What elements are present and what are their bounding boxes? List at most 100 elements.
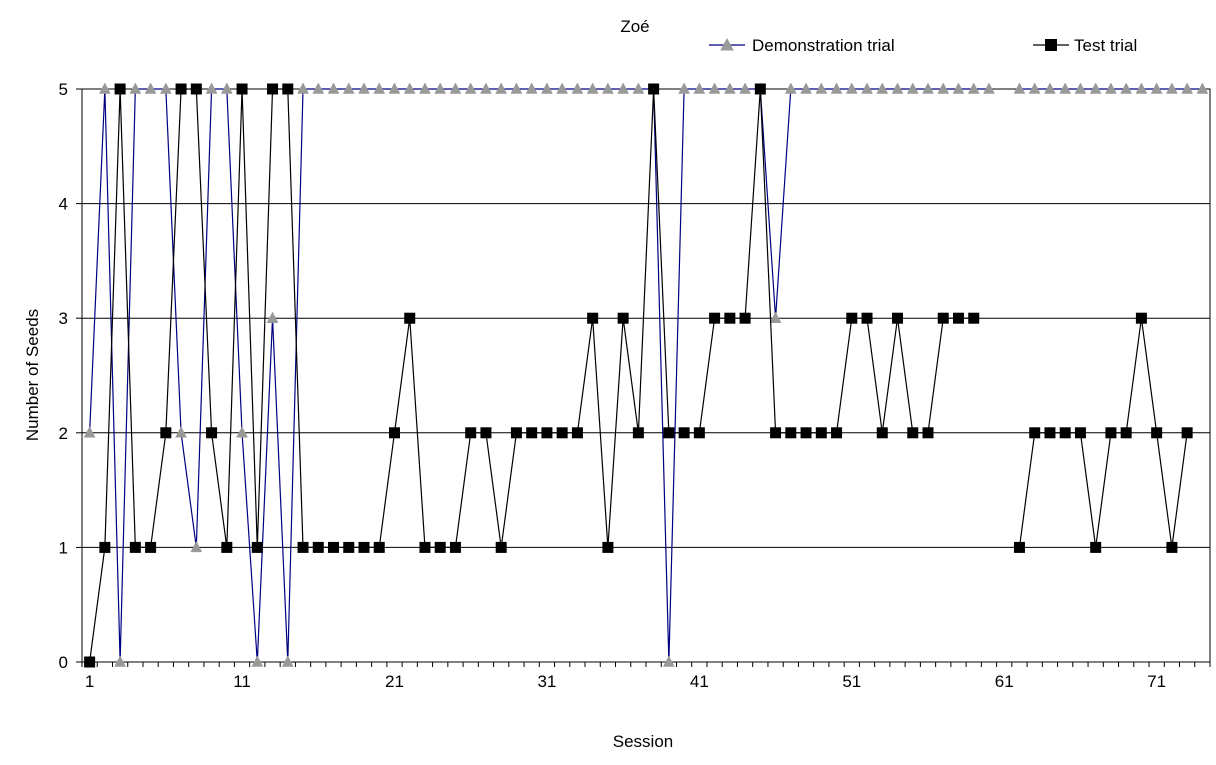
data-point-triangle: [739, 82, 751, 94]
data-point-triangle: [1013, 82, 1026, 94]
data-point-square: [602, 541, 614, 553]
data-point-square: [617, 312, 629, 324]
data-point-square: [693, 427, 705, 439]
data-point-triangle: [297, 82, 309, 94]
data-point-square: [1029, 427, 1041, 439]
data-point-square: [251, 541, 263, 553]
data-point-square: [312, 541, 324, 553]
data-point-square: [480, 427, 492, 439]
y-tick-label: 4: [59, 195, 68, 214]
data-point-triangle: [662, 655, 675, 667]
data-point-square: [388, 427, 400, 439]
y-tick-label: 5: [59, 80, 68, 99]
data-point-triangle: [952, 82, 965, 94]
data-point-triangle: [236, 426, 248, 438]
data-point-triangle: [708, 82, 721, 94]
data-point-square: [282, 83, 294, 95]
data-point-square: [267, 83, 279, 95]
data-point-square: [160, 427, 172, 439]
data-point-triangle: [1135, 82, 1148, 94]
data-point-square: [1059, 427, 1071, 439]
data-point-square: [922, 427, 934, 439]
x-tick-label: 1: [85, 672, 94, 691]
data-point-square: [419, 541, 431, 553]
data-point-square: [937, 312, 949, 324]
data-point-square: [175, 83, 187, 95]
data-point-square: [434, 541, 446, 553]
data-point-triangle: [723, 82, 736, 94]
data-point-triangle: [861, 82, 873, 94]
data-point-triangle: [388, 82, 401, 94]
data-point-square: [465, 427, 477, 439]
data-point-triangle: [83, 426, 96, 438]
x-axis-label: Session: [613, 732, 673, 751]
legend-item-test: Test trial: [1033, 36, 1137, 55]
data-point-square: [1135, 312, 1147, 324]
data-point-square: [236, 83, 248, 95]
series-test: [84, 83, 1193, 668]
data-point-square: [968, 312, 980, 324]
data-point-square: [876, 427, 888, 439]
data-point-square: [1105, 427, 1117, 439]
data-point-triangle: [1150, 82, 1163, 94]
data-point-triangle: [510, 82, 523, 94]
data-point-square: [1166, 541, 1178, 553]
data-point-square: [846, 312, 858, 324]
data-point-triangle: [1074, 82, 1087, 94]
x-tick-label: 31: [537, 672, 556, 691]
data-point-square: [663, 427, 675, 439]
legend-label-test: Test trial: [1074, 36, 1137, 55]
data-point-square: [145, 541, 157, 553]
data-point-triangle: [601, 82, 614, 94]
data-point-square: [907, 427, 919, 439]
data-point-square: [206, 427, 218, 439]
data-point-triangle: [144, 82, 157, 94]
y-axis: 0 1 2 3 4 5: [59, 80, 82, 672]
data-point-square: [114, 83, 126, 95]
data-point-triangle: [1059, 82, 1072, 94]
data-point-triangle: [891, 82, 904, 94]
data-point-square: [678, 427, 690, 439]
data-point-square: [449, 541, 461, 553]
data-point-square: [510, 427, 522, 439]
data-point-triangle: [1044, 82, 1056, 94]
data-point-triangle: [434, 82, 447, 94]
data-point-triangle: [922, 82, 934, 94]
legend: Demonstration trial Test trial: [709, 36, 1137, 55]
data-point-triangle: [281, 655, 294, 667]
data-point-square: [739, 312, 751, 324]
x-tick-label: 41: [690, 672, 709, 691]
x-tick-label: 61: [995, 672, 1014, 691]
data-point-triangle: [464, 82, 477, 94]
data-point-square: [221, 541, 233, 553]
data-point-triangle: [129, 82, 142, 94]
data-point-triangle: [556, 82, 569, 94]
series-line: [89, 88, 974, 663]
legend-label-demonstration: Demonstration trial: [752, 36, 895, 55]
data-point-triangle: [175, 426, 187, 438]
data-point-square: [343, 541, 355, 553]
data-point-square: [190, 83, 202, 95]
data-point-triangle: [480, 82, 492, 94]
x-tick-label: 11: [233, 672, 251, 691]
data-point-square: [571, 427, 583, 439]
data-point-triangle: [769, 311, 782, 323]
data-point-triangle: [678, 82, 691, 94]
data-point-square: [770, 427, 782, 439]
data-point-square: [84, 656, 96, 668]
data-point-square: [587, 312, 599, 324]
y-tick-label: 0: [59, 653, 68, 672]
data-point-triangle: [541, 82, 553, 94]
x-tick-label: 21: [385, 672, 404, 691]
data-point-square: [815, 427, 827, 439]
data-point-square: [373, 541, 385, 553]
data-point-square: [328, 541, 340, 553]
data-point-triangle: [632, 82, 645, 94]
data-point-triangle: [373, 82, 386, 94]
data-point-triangle: [937, 82, 950, 94]
data-point-triangle: [1089, 82, 1102, 94]
data-point-triangle: [312, 82, 325, 94]
legend-item-demonstration: Demonstration trial: [709, 36, 895, 55]
data-point-triangle: [495, 82, 508, 94]
data-point-triangle: [419, 82, 431, 94]
